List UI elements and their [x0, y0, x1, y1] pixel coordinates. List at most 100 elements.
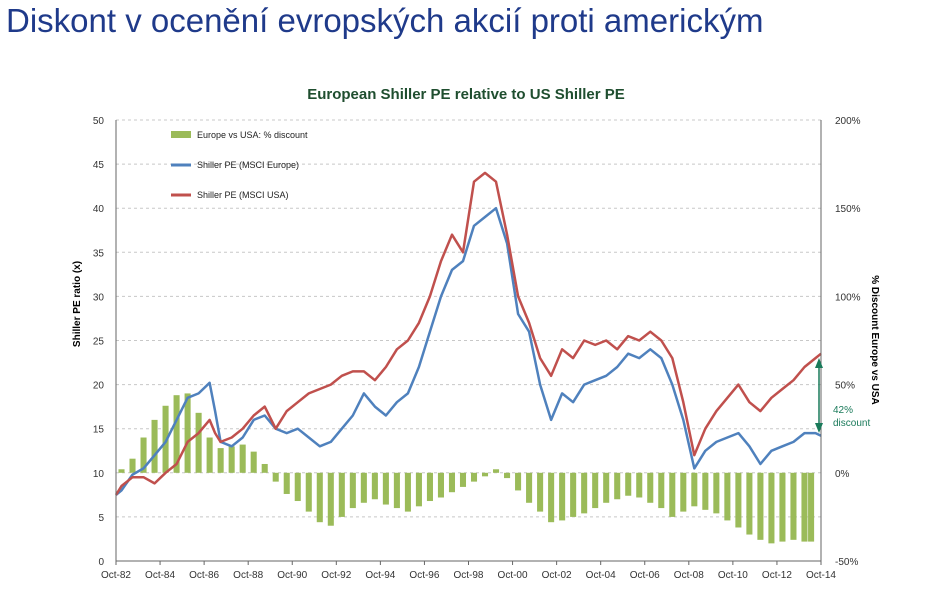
discount-bar	[537, 472, 544, 512]
x-tick-label: Oct-04	[586, 570, 616, 581]
y2-tick-label: 200%	[835, 116, 861, 127]
y-tick-label: 40	[93, 204, 105, 215]
discount-bars	[118, 393, 815, 544]
y2-tick-label: 150%	[835, 204, 861, 215]
discount-bar	[173, 395, 180, 473]
y-tick-label: 0	[98, 557, 104, 568]
discount-bar	[206, 437, 213, 473]
discount-bar	[724, 472, 731, 521]
y2-tick-label: 100%	[835, 292, 861, 303]
discount-bar	[151, 419, 158, 473]
y-axis-label: Shiller PE ratio (x)	[72, 261, 83, 347]
discount-bar	[636, 472, 643, 498]
discount-bar	[680, 472, 687, 512]
discount-bar	[404, 472, 411, 512]
discount-bar	[801, 472, 808, 542]
discount-bar	[294, 472, 301, 502]
discount-bar	[338, 472, 345, 517]
discount-bar	[437, 472, 444, 498]
series-line-usa	[114, 171, 822, 496]
legend-label-usa: Shiller PE (MSCI USA)	[197, 190, 289, 200]
discount-bar	[768, 472, 775, 544]
discount-bar	[779, 472, 786, 542]
x-tick-label: Oct-82	[101, 570, 131, 581]
discount-bar	[118, 469, 125, 473]
discount-bar	[481, 472, 489, 477]
annotation-text-value: 42%	[833, 405, 853, 416]
y2-tick-label: 50%	[835, 381, 855, 392]
discount-annotation: 42% discount	[815, 358, 870, 433]
y-tick-label: 30	[93, 292, 105, 303]
discount-bar	[493, 469, 500, 473]
discount-bar	[614, 472, 621, 500]
discount-bar	[603, 472, 610, 503]
discount-bar	[570, 472, 577, 517]
discount-bar	[228, 446, 235, 473]
y2-tick-label: -50%	[835, 557, 858, 568]
discount-bar	[426, 472, 433, 502]
discount-bar	[691, 472, 698, 507]
y-tick-label: 10	[93, 469, 105, 480]
x-tick-label: Oct-10	[718, 570, 748, 581]
y-tick-label: 45	[93, 160, 105, 171]
x-tick-label: Oct-02	[542, 570, 572, 581]
discount-bar	[448, 472, 456, 493]
annotation-arrowhead-up	[815, 358, 823, 368]
legend-label-discount: Europe vs USA: % discount	[197, 130, 308, 140]
y2-tick-label: 0%	[835, 469, 850, 480]
y-tick-label: 50	[93, 116, 105, 127]
slide-title: Diskont v ocenění evropských akcií proti…	[6, 2, 764, 39]
discount-bar	[592, 472, 599, 509]
x-tick-label: Oct-06	[630, 570, 660, 581]
y-tick-label: 20	[93, 381, 105, 392]
chart-title: European Shiller PE relative to US Shill…	[307, 86, 625, 103]
x-tick-label: Oct-92	[321, 570, 351, 581]
discount-bar	[515, 472, 522, 491]
x-tick-label: Oct-14	[806, 570, 836, 581]
discount-bar	[305, 472, 312, 512]
x-tick-label: Oct-84	[145, 570, 175, 581]
annotation-arrowhead-down	[815, 423, 823, 433]
discount-bar	[250, 451, 257, 473]
y-tick-label: 5	[98, 513, 104, 524]
discount-bar	[316, 472, 323, 523]
x-tick-label: Oct-94	[365, 570, 395, 581]
discount-bar	[349, 472, 356, 509]
discount-bar	[658, 472, 665, 509]
discount-bar	[669, 472, 676, 517]
discount-bar	[415, 472, 422, 507]
x-tick-label: Oct-12	[762, 570, 792, 581]
annotation-text-label: discount	[833, 418, 870, 429]
discount-bar	[548, 472, 555, 523]
discount-bar	[140, 437, 147, 473]
discount-bar	[272, 472, 279, 482]
legend-swatch-discount	[171, 131, 191, 138]
discount-bar	[790, 472, 797, 540]
discount-bar	[393, 472, 400, 509]
discount-bar	[581, 472, 588, 514]
discount-bar	[625, 472, 632, 496]
discount-bar	[184, 393, 191, 473]
x-tick-label: Oct-90	[277, 570, 307, 581]
y-tick-label: 35	[93, 248, 105, 259]
discount-bar	[360, 472, 367, 503]
series-lines	[114, 171, 822, 496]
discount-bar	[504, 472, 511, 479]
discount-bar	[459, 472, 467, 487]
discount-bar	[327, 472, 334, 526]
x-tick-label: Oct-08	[674, 570, 704, 581]
discount-bar	[746, 472, 753, 535]
discount-bar	[371, 472, 378, 500]
x-tick-label: Oct-98	[453, 570, 483, 581]
y2-axis-label: % Discount Europe vs USA	[869, 275, 880, 404]
discount-bar	[217, 448, 224, 473]
discount-bar	[757, 472, 764, 540]
legend-label-europe: Shiller PE (MSCI Europe)	[197, 160, 299, 170]
y-tick-label: 25	[93, 337, 105, 348]
discount-bar	[239, 444, 246, 473]
y-tick-label: 15	[93, 425, 105, 436]
discount-bar	[559, 472, 566, 521]
discount-bar	[526, 472, 533, 503]
legend: Europe vs USA: % discount Shiller PE (MS…	[171, 130, 308, 200]
